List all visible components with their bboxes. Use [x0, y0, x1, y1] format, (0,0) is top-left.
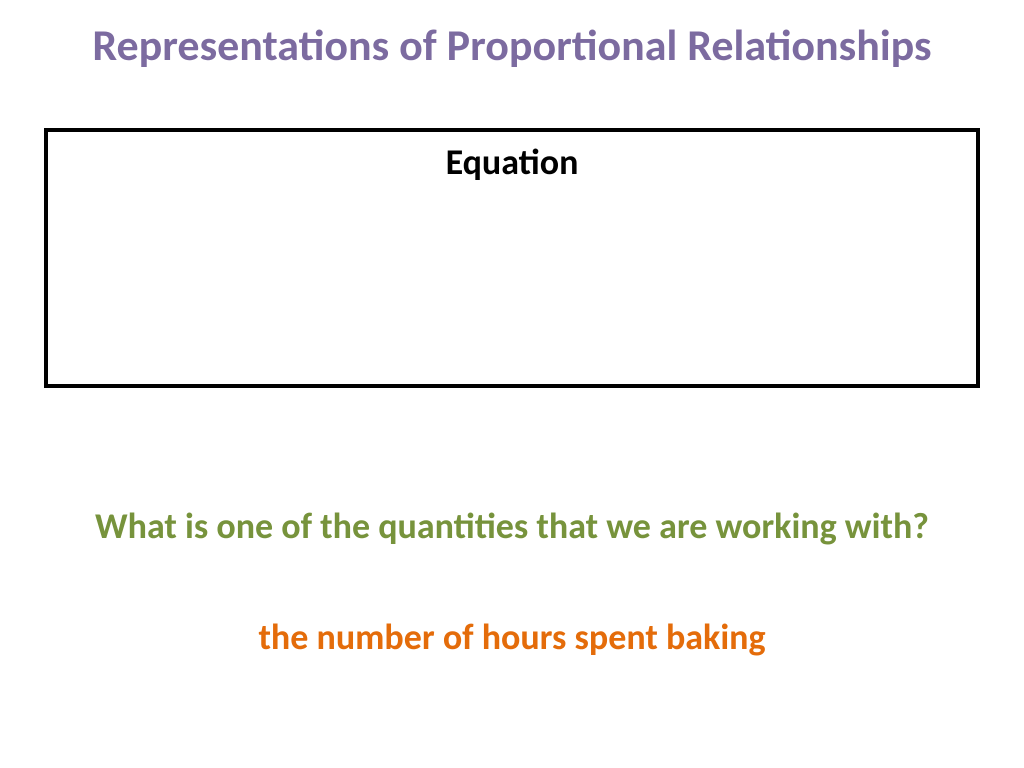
- question-text: What is one of the quantities that we ar…: [0, 504, 1024, 549]
- equation-box: Equation: [44, 128, 980, 388]
- equation-box-label: Equation: [48, 132, 976, 184]
- slide-title: Representations of Proportional Relation…: [0, 0, 1024, 71]
- answer-text: the number of hours spent baking: [0, 615, 1024, 659]
